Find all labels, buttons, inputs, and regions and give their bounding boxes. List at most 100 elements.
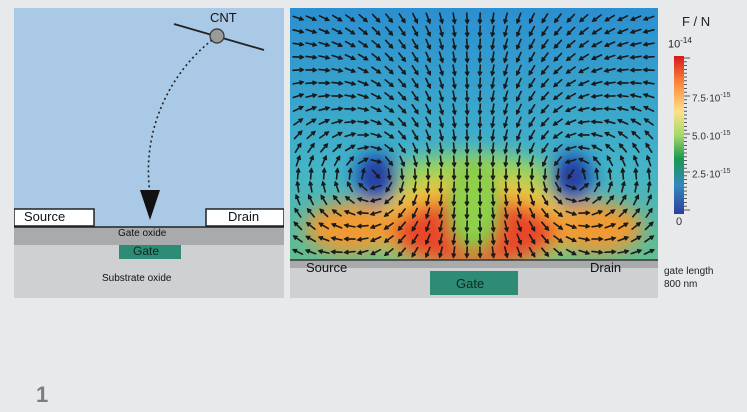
field-arrowhead [452,71,457,77]
field-arrowhead [528,44,534,50]
field-arrowhead [606,155,612,161]
field-arrowhead [464,71,470,77]
field-arrowhead [618,142,624,149]
field-arrowhead [451,214,457,220]
field-arrowhead [426,148,431,155]
field-arrowhead [581,167,586,173]
field-arrow [425,246,431,258]
field-arrowhead [554,18,559,24]
field-arrow [491,25,495,37]
field-arrowhead [564,159,571,164]
field-arrow [591,250,603,254]
field-arrow [478,77,482,89]
field-arrow [452,155,456,167]
field-arrowhead [617,131,623,136]
field-arrow [593,181,601,193]
field-arrow [605,195,615,205]
field-arrowhead [490,175,496,181]
field-arrowhead [426,31,431,38]
field-arrowhead [528,70,533,76]
field-arrowhead [477,175,483,181]
field-arrowhead [577,81,584,87]
field-arrowhead [464,136,470,142]
field-arrowhead [351,94,357,99]
field-arrowhead [544,238,550,245]
field-arrowhead [629,16,636,22]
field-arrow [331,41,343,47]
field-arrowhead [552,147,559,153]
field-arrowhead [591,17,597,23]
field-arrowhead [297,142,302,148]
field-arrowhead [363,30,369,36]
field-arrowhead [642,67,648,73]
field-arrowhead [388,18,394,24]
field-arrowhead [557,225,564,231]
field-arrowhead [451,227,456,233]
field-arrowhead [398,200,403,206]
field-arrowhead [298,118,304,123]
field-arrowhead [503,18,508,25]
field-arrowhead [397,238,403,244]
field-arrowhead [426,83,432,90]
field-arrowhead [350,42,356,48]
field-arrowhead [517,226,522,233]
field-arrowhead [401,44,406,50]
field-arrowhead [361,167,366,173]
field-arrow [425,220,431,232]
field-arrowhead [425,188,431,194]
field-arrowhead [571,237,578,243]
field-arrowhead [477,201,483,207]
field-arrowhead [413,161,418,168]
field-arrowhead [490,58,495,64]
field-arrowhead [335,155,341,161]
field-arrowhead [541,18,546,24]
field-arrowhead [503,188,509,194]
field-arrowhead [553,56,559,62]
field-arrowhead [376,133,383,138]
field-arrow [554,156,562,166]
field-arrowhead [321,180,326,186]
field-arrowhead [541,148,546,154]
field-arrow [541,221,550,231]
field-arrow [645,208,653,218]
field-arrow [358,13,368,23]
field-arrowhead [350,68,357,73]
field-arrowhead [629,67,635,73]
field-arrowhead [531,239,536,245]
field-arrowhead [397,225,403,232]
field-arrowhead [553,69,559,75]
field-arrowhead [349,155,355,161]
field-arrowhead [577,157,584,163]
field-arrowhead [603,93,609,99]
field-arrowhead [324,118,331,124]
colorbar-unit: F / N [682,14,711,29]
field-arrow [306,222,316,230]
field-arrow [565,79,577,87]
field-arrowhead [426,57,432,64]
field-arrowhead [324,106,331,111]
field-arrowhead [336,143,342,149]
field-arrowhead [305,235,311,241]
field-arrowhead [490,201,496,207]
field-arrowhead [400,161,406,168]
field-arrowhead [464,227,470,233]
field-arrowhead [438,175,444,181]
field-arrowhead [412,188,417,194]
field-arrowhead [310,130,316,136]
field-arrowhead [344,196,351,201]
field-arrow [516,220,522,232]
cnt-particle [209,28,225,44]
field-arrowhead [590,94,596,99]
field-arrowhead [604,143,611,149]
field-arrow [554,181,562,193]
field-arrowhead [578,43,584,48]
field-arrowhead [552,95,559,101]
field-arrow [346,181,354,193]
field-arrowhead [464,162,470,168]
field-arrow [357,197,369,203]
gate-electrode-b [430,271,518,295]
field-arrowhead [464,253,470,259]
field-arrowhead [616,93,622,99]
colorbar [674,56,690,214]
field-arrowhead [591,144,597,150]
